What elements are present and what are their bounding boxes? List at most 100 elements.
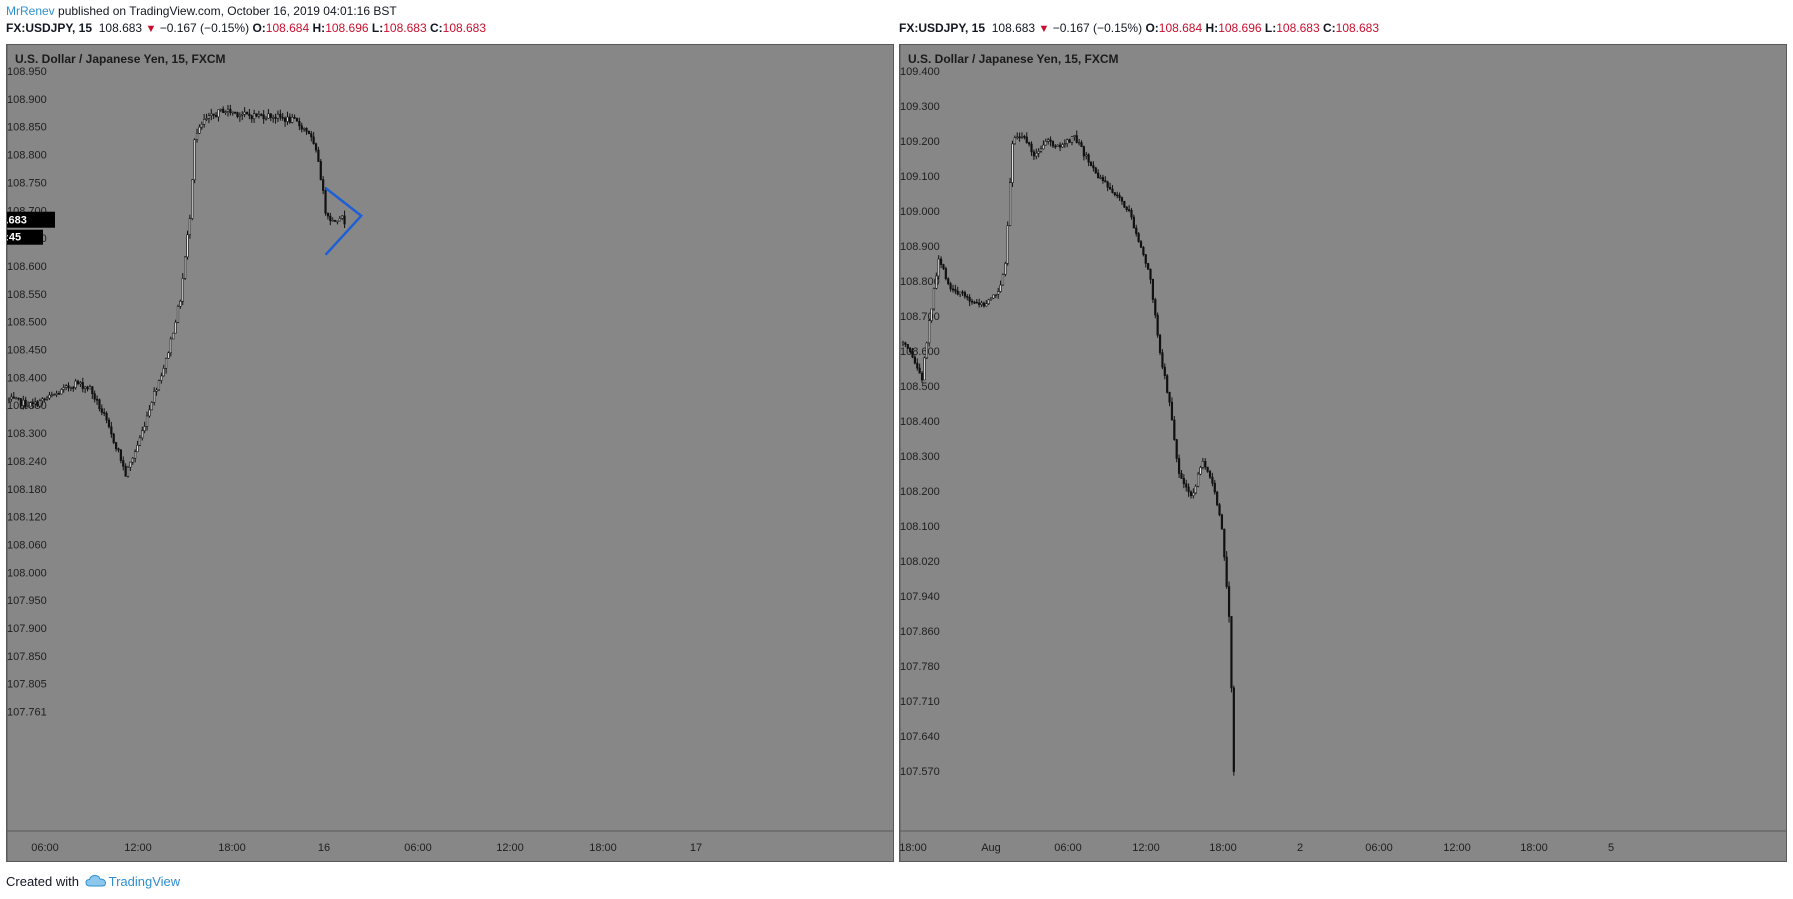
candle-body: [1168, 392, 1171, 403]
chart-panel-left[interactable]: 108.950 108.900 108.850 108.800 108.750 108.7…: [6, 44, 894, 862]
candle-body: [36, 401, 39, 407]
symbol-label: FX:USDJPY, 15: [6, 21, 93, 35]
candle-body: [930, 308, 933, 321]
close-value: 108.683: [1335, 21, 1380, 35]
candle-body: [34, 401, 37, 405]
symbol-info-left: FX:USDJPY, 15 108.683 ▼ −0.167 (−0.15%) …: [6, 21, 486, 35]
candle-body: [1225, 556, 1228, 587]
candle-body: [24, 399, 27, 407]
candle-body: [916, 362, 919, 369]
candle-body: [105, 413, 108, 421]
candle-body: [1025, 136, 1028, 143]
candle-body: [157, 380, 161, 391]
candle-body: [200, 124, 203, 128]
x-tick-label: 12:00: [1132, 842, 1160, 854]
candle-body: [60, 389, 63, 395]
candle-body: [38, 400, 42, 407]
candle-body: [1068, 139, 1071, 143]
y-tick-label: 108.120: [7, 512, 47, 524]
candle-body: [198, 126, 201, 134]
candle-body: [222, 108, 225, 113]
chart-title: U.S. Dollar / Japanese Yen, 15, FXCM: [908, 52, 1119, 66]
candle-body: [1232, 687, 1235, 772]
candle-body: [1089, 161, 1093, 166]
candle-body: [203, 118, 206, 125]
candle-body: [333, 220, 337, 222]
x-tick-label: 12:00: [124, 842, 152, 854]
candle-body: [1023, 136, 1026, 138]
candle-body: [1085, 154, 1088, 157]
candle-body: [172, 332, 175, 340]
y-tick-label: 108.020: [900, 556, 940, 568]
chart-svg-right[interactable]: 109.400 109.300 109.200 109.100 109.000 108.9…: [900, 45, 1786, 861]
candle-body: [1080, 142, 1083, 147]
chart-svg-left[interactable]: 108.950108.900108.850108.800108.750108.7…: [7, 45, 893, 861]
low-label: L:: [371, 21, 384, 35]
candle-body: [48, 394, 51, 399]
candle-body: [219, 108, 222, 111]
candle-body: [274, 117, 277, 119]
candle-body: [288, 116, 291, 123]
candle-body: [1163, 366, 1166, 376]
candle-body: [1185, 483, 1188, 488]
candle-body: [341, 215, 344, 219]
candle-body: [148, 409, 151, 417]
candle-body: [1199, 467, 1202, 475]
candle-body: [1130, 209, 1133, 218]
candle-body: [267, 113, 270, 119]
candle-body: [45, 397, 49, 400]
candle-body: [322, 179, 325, 191]
candle-body: [81, 382, 84, 389]
candle-body: [980, 302, 983, 305]
candle-body: [72, 387, 75, 389]
candle-body: [303, 127, 306, 130]
candle-body: [95, 398, 99, 401]
chart-panel-right[interactable]: 109.400 109.300 109.200 109.100 109.000 108.9…: [899, 44, 1787, 862]
candle-body: [994, 294, 997, 296]
last-price-badge: [7, 211, 55, 228]
candle-body: [918, 367, 921, 374]
publication-line: MrRenev published on TradingView.com, Oc…: [6, 4, 397, 18]
candle-body: [1028, 142, 1031, 145]
y-tick-label: 109.300: [900, 101, 940, 113]
x-tick-label: 5: [1608, 842, 1614, 854]
candle-body: [1044, 141, 1047, 146]
candle-body: [1156, 314, 1159, 336]
candle-body: [901, 342, 905, 345]
y-tick-label: 108.800: [900, 276, 940, 288]
author-link[interactable]: MrRenev: [6, 4, 55, 18]
candle-body: [1137, 233, 1140, 242]
candle-body: [43, 398, 46, 401]
candle-body: [1078, 142, 1081, 144]
candle-body: [928, 320, 931, 344]
candle-body: [136, 444, 139, 453]
candle-body: [238, 114, 241, 117]
low-value: 108.683: [383, 21, 427, 35]
candle-body: [314, 143, 318, 151]
candle-body: [245, 111, 249, 115]
candle-body: [174, 322, 177, 334]
candle-body: [119, 449, 122, 461]
candle-body: [115, 442, 118, 450]
y-tick-label: 108.900: [900, 241, 940, 253]
y-tick-label: 108.100: [900, 521, 940, 533]
close-value: 108.683: [442, 21, 487, 35]
candle-body: [1182, 478, 1185, 485]
tradingview-link[interactable]: TradingView: [108, 874, 181, 889]
candle-body: [276, 113, 280, 119]
candle-body: [155, 389, 158, 392]
candle-body: [88, 386, 92, 390]
candle-body: [281, 116, 284, 119]
y-tick-label: 109.100: [900, 171, 940, 183]
x-tick-label: 18:00: [589, 842, 617, 854]
candle-body: [992, 294, 995, 299]
y-tick-label: 107.860: [900, 626, 940, 638]
candle-body: [236, 112, 239, 117]
candle-body: [1211, 476, 1214, 484]
candle-body: [942, 264, 945, 269]
y-tick-label: 107.805: [7, 679, 47, 691]
candle-body: [248, 113, 251, 117]
candle-body: [164, 357, 168, 369]
candle-body: [126, 466, 130, 477]
candle-body: [1020, 136, 1024, 138]
